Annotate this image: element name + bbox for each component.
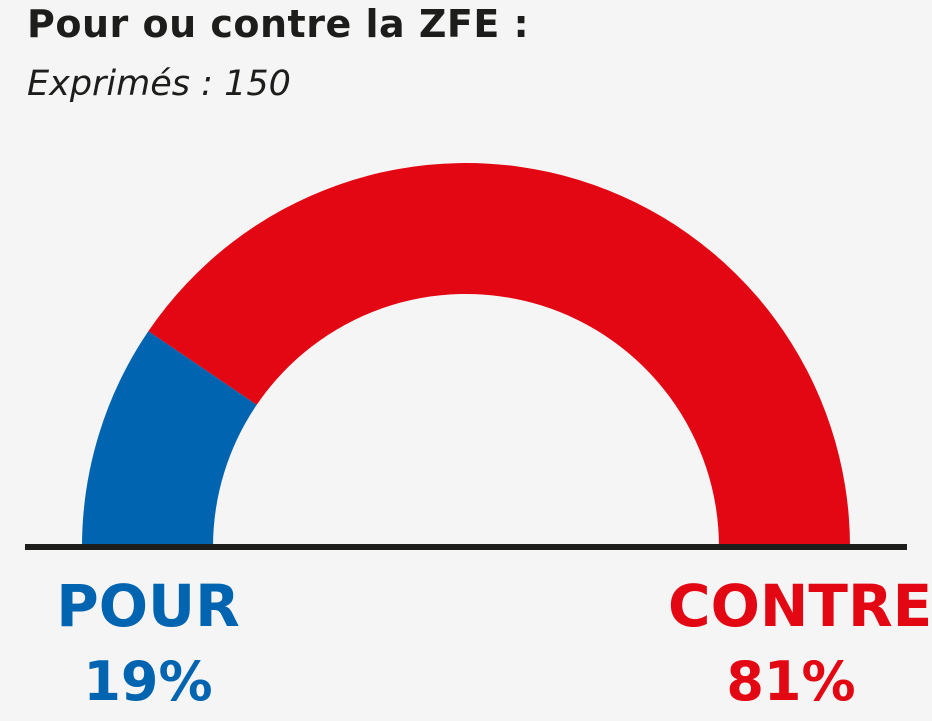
gauge-segment-contre <box>148 163 850 547</box>
contre-label-block: CONTRE 81% <box>668 568 932 720</box>
half-donut-chart <box>25 163 907 550</box>
pour-value-label: 19% <box>83 650 213 713</box>
chart-subtitle: Exprimés : 150 <box>27 64 291 104</box>
pour-label: POUR <box>56 572 240 640</box>
chart-title: Pour ou contre la ZFE : <box>27 2 530 46</box>
gauge-arcs <box>82 163 850 547</box>
gauge-segment-pour <box>82 331 257 547</box>
contre-label: CONTRE <box>668 572 932 640</box>
contre-value-label: 81% <box>726 650 856 713</box>
pour-label-block: POUR 19% <box>30 568 266 720</box>
